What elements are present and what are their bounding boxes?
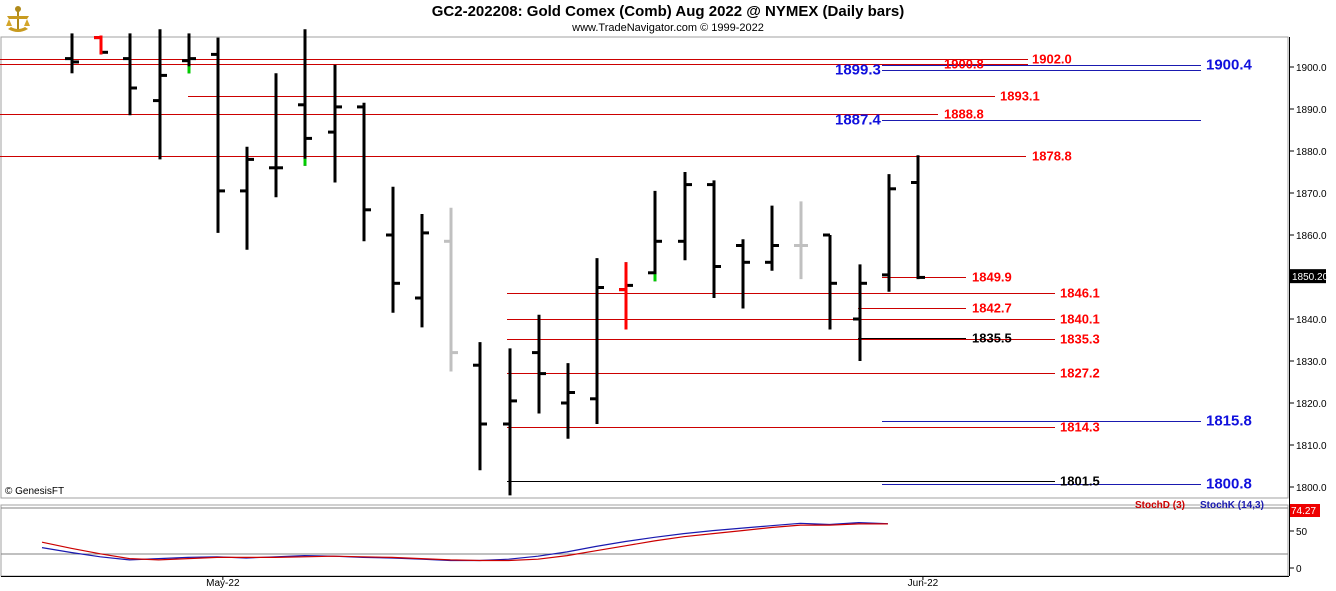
stochastic-line bbox=[41, 523, 888, 562]
y-tick-label: 1810.0 bbox=[1296, 441, 1327, 452]
ohlc-bar bbox=[153, 29, 167, 160]
ohlc-bar bbox=[590, 258, 604, 424]
ohlc-bar bbox=[415, 214, 429, 328]
ohlc-bar bbox=[94, 35, 108, 55]
stoch-last-label: 74.27 bbox=[1291, 506, 1316, 517]
ohlc-bar bbox=[911, 155, 925, 280]
level-label: 1846.1 bbox=[1060, 286, 1100, 301]
ohlc-bar bbox=[794, 201, 808, 280]
ohlc-bar bbox=[823, 233, 837, 330]
ohlc-bar bbox=[532, 314, 546, 414]
ohlc-bar bbox=[182, 33, 196, 74]
ohlc-bar bbox=[678, 172, 692, 261]
level-label: 1888.8 bbox=[944, 107, 984, 122]
level-label: 1827.2 bbox=[1060, 366, 1100, 381]
level-label: 1878.8 bbox=[1032, 149, 1072, 164]
ohlc-bar bbox=[269, 73, 283, 198]
level-label: 1835.5 bbox=[972, 331, 1012, 346]
y-tick-label: 1860.0 bbox=[1296, 231, 1327, 242]
last-price-badge bbox=[1290, 269, 1326, 284]
ohlc-bar bbox=[386, 186, 400, 313]
y-tick-label: 1880.0 bbox=[1296, 147, 1327, 158]
ohlc-bar bbox=[357, 102, 371, 242]
level-label: 1887.4 bbox=[835, 112, 882, 129]
y-tick-label: 1830.0 bbox=[1296, 357, 1327, 368]
ohlc-bar bbox=[619, 262, 633, 330]
y-tick-label: 1800.0 bbox=[1296, 483, 1327, 494]
level-label: 1900.4 bbox=[1206, 57, 1253, 74]
level-label: 1900.8 bbox=[944, 57, 984, 72]
level-label: 1814.3 bbox=[1060, 420, 1100, 435]
level-label: 1815.8 bbox=[1206, 413, 1252, 430]
stoch-tick-label: 0 bbox=[1296, 564, 1302, 575]
ohlc-bar bbox=[882, 174, 896, 292]
level-label: 1849.9 bbox=[972, 270, 1012, 285]
level-label: 1801.5 bbox=[1060, 474, 1100, 489]
level-label: 1835.3 bbox=[1060, 332, 1100, 347]
x-tick-label: Jun-22 bbox=[908, 578, 939, 589]
ohlc-bar bbox=[853, 264, 867, 361]
level-label: 1899.3 bbox=[835, 62, 881, 79]
ohlc-bar bbox=[736, 239, 750, 309]
stoch-last-badge bbox=[1290, 504, 1320, 517]
y-tick-label: 1900.0 bbox=[1296, 63, 1327, 74]
ohlc-bar bbox=[561, 363, 575, 439]
ohlc-bar bbox=[328, 64, 342, 183]
ohlc-bar bbox=[473, 342, 487, 471]
level-label: 1800.8 bbox=[1206, 476, 1252, 493]
copyright-label: © GenesisFT bbox=[5, 486, 64, 497]
stochastic-plot-area bbox=[0, 504, 1289, 577]
ohlc-bar bbox=[123, 33, 137, 116]
stochd-legend: StochD (3) bbox=[1135, 500, 1185, 511]
ohlc-bar bbox=[298, 29, 312, 166]
trade-navigator-logo-icon bbox=[3, 2, 33, 36]
y-tick-label: 1890.0 bbox=[1296, 105, 1327, 116]
ohlc-bar bbox=[211, 37, 225, 233]
ohlc-bar bbox=[240, 146, 254, 250]
level-label: 1902.0 bbox=[1032, 52, 1072, 67]
ohlc-bar bbox=[765, 205, 779, 271]
ohlc-bar bbox=[707, 180, 721, 298]
ohlc-bar bbox=[65, 33, 79, 74]
y-tick-label: 1820.0 bbox=[1296, 399, 1327, 410]
x-tick-label: May-22 bbox=[206, 578, 240, 589]
y-tick-label: 1870.0 bbox=[1296, 189, 1327, 200]
stoch-tick-label: 50 bbox=[1296, 527, 1308, 538]
level-label: 1842.7 bbox=[972, 301, 1012, 316]
level-label: 1840.1 bbox=[1060, 312, 1100, 327]
level-label: 1893.1 bbox=[1000, 89, 1040, 104]
chart-subtitle: www.TradeNavigator.com © 1999-2022 bbox=[572, 22, 764, 34]
last-price-label: 1850.20 bbox=[1292, 272, 1329, 283]
ohlc-bar bbox=[503, 348, 517, 496]
chart-title: GC2-202208: Gold Comex (Comb) Aug 2022 @… bbox=[431, 3, 905, 20]
y-tick-label: 1840.0 bbox=[1296, 315, 1327, 326]
ohlc-bar bbox=[648, 190, 662, 282]
stochk-legend: StochK (14,3) bbox=[1200, 500, 1264, 511]
ohlc-bar bbox=[444, 207, 458, 372]
